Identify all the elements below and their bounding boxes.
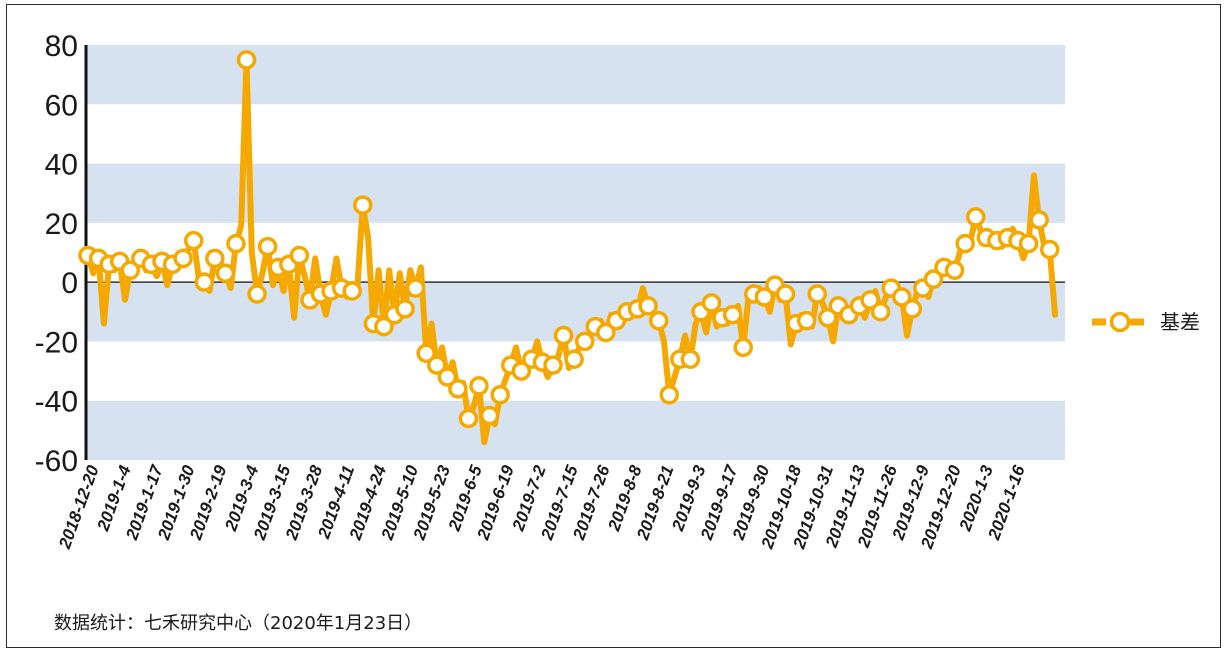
data-point [173,248,193,269]
data-point [722,305,743,325]
data-point [205,248,225,269]
data-point [183,230,204,251]
data-point [944,260,965,281]
legend-label-basis: 基差 [1160,310,1200,334]
data-point [395,299,415,319]
data-point [1039,239,1060,260]
data-point [416,343,436,364]
source-note: 数据统计：七禾研究中心（2020年1月23日） [54,613,423,634]
grid-band [86,45,1065,105]
plot-area [78,50,1060,446]
data-point [353,195,373,215]
data-point [775,284,796,304]
data-point [892,287,912,307]
data-point [860,290,880,310]
data-point [247,284,267,304]
data-point [955,233,975,254]
y-tick-label: 0 [61,267,78,300]
data-point [511,361,532,381]
x-axis: 2018-12-202019-1-42019-1-172019-1-302019… [55,461,1029,552]
grid-band [86,163,1065,223]
data-point [818,307,838,328]
data-point [374,316,394,337]
data-point [902,299,923,319]
data-point [257,236,278,257]
data-point [479,405,500,426]
data-point [215,263,236,283]
data-point [659,385,680,405]
data-point [553,325,574,346]
data-point [923,269,944,289]
y-tick-label: 80 [45,30,78,63]
data-point [638,296,658,316]
data-point [469,376,489,396]
data-point [458,408,479,429]
data-point [120,260,141,281]
data-point [289,245,310,266]
data-point [807,284,827,304]
data-point [405,278,426,298]
data-point [1029,210,1049,230]
y-tick-label: 20 [45,208,78,241]
data-point [427,355,447,375]
y-tick-label: -20 [35,326,78,359]
y-tick-label: -60 [35,445,78,478]
data-point [342,281,362,301]
data-point [574,331,595,352]
data-point [754,287,775,307]
legend: 基差 [1092,310,1200,334]
y-tick-label: 40 [45,149,78,182]
y-tick-label: -40 [35,386,78,419]
data-point [701,293,722,313]
data-point [1018,233,1039,254]
y-axis: -60 -40 -20 0 20 40 60 80 [35,30,88,478]
data-point [564,349,584,369]
data-point [490,385,510,405]
data-point [236,50,257,70]
grid-band [86,104,1065,164]
data-point [226,233,246,254]
data-point [870,302,891,322]
data-point [796,310,817,331]
y-tick-label: 60 [45,89,78,122]
data-point [965,207,986,227]
data-point [733,337,753,358]
data-point [194,272,215,292]
data-point [448,379,468,399]
data-point [648,310,669,331]
data-point [596,322,616,343]
legend-swatch-marker [1109,311,1131,333]
data-point [680,349,701,369]
data-point [543,355,563,375]
grid-band [86,400,1065,460]
data-point [437,367,458,387]
